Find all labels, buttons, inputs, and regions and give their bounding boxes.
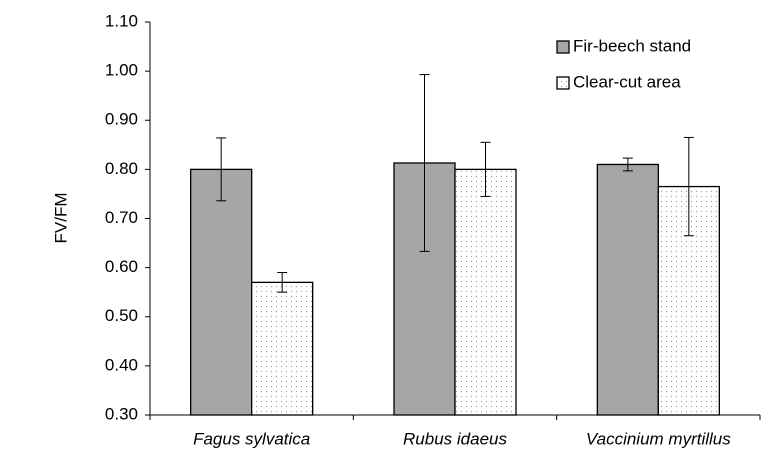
y-tick-label: 0.50 — [105, 306, 138, 325]
legend-swatch — [556, 76, 570, 90]
bar — [251, 281, 314, 416]
y-tick-label: 0.30 — [105, 404, 138, 423]
y-axis-label: FV/FM — [51, 193, 70, 244]
bar — [454, 168, 517, 416]
bar — [596, 163, 659, 416]
bar — [190, 168, 253, 416]
x-tick-label: Rubus idaeus — [403, 429, 507, 448]
y-tick-label: 1.00 — [105, 61, 138, 80]
y-tick-label: 0.60 — [105, 257, 138, 276]
x-tick-label: Fagus sylvatica — [193, 429, 310, 448]
legend-label: Clear-cut area — [573, 72, 681, 91]
legend-label: Fir-beech stand — [573, 36, 691, 55]
y-tick-label: 0.90 — [105, 110, 138, 129]
y-tick-label: 1.10 — [105, 11, 138, 30]
y-tick-label: 0.80 — [105, 159, 138, 178]
x-tick-label: Vaccinium myrtillus — [586, 429, 731, 448]
y-tick-label: 0.70 — [105, 208, 138, 227]
y-tick-label: 0.40 — [105, 355, 138, 374]
legend-swatch — [556, 40, 570, 54]
